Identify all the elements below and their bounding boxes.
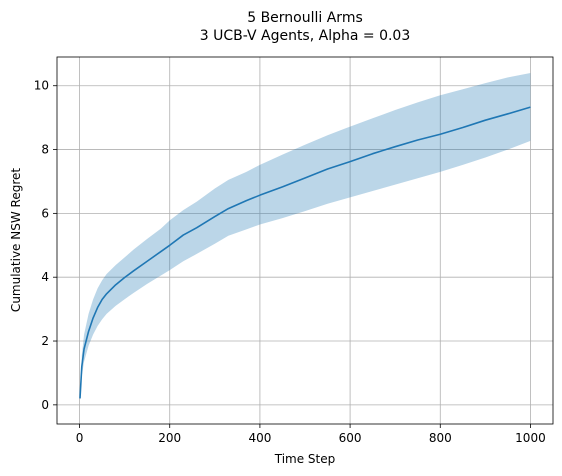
x-tick-label: 600 [339, 431, 362, 445]
y-tick-label: 2 [41, 334, 49, 348]
x-axis-label: Time Step [274, 452, 336, 466]
chart-title: 5 Bernoulli Arms [247, 10, 363, 26]
y-ticks: 0 2 4 6 8 10 [34, 79, 57, 412]
x-tick-label: 200 [158, 431, 181, 445]
y-axis-label: Cumulative NSW Regret [9, 168, 23, 312]
y-tick-label: 10 [34, 79, 49, 93]
x-ticks: 0 200 400 600 800 1000 [76, 424, 546, 445]
confidence-band [80, 72, 531, 401]
x-tick-label: 400 [248, 431, 271, 445]
y-tick-label: 6 [41, 206, 49, 220]
chart-subtitle: 3 UCB-V Agents, Alpha = 0.03 [200, 28, 411, 44]
y-tick-label: 0 [41, 398, 49, 412]
plot-frame [56, 56, 554, 425]
x-tick-label: 0 [76, 431, 84, 445]
grid [57, 57, 553, 424]
y-tick-label: 8 [41, 143, 49, 157]
y-tick-label: 4 [41, 270, 49, 284]
mean-line [79, 106, 531, 399]
x-tick-label: 1000 [515, 431, 546, 445]
x-tick-label: 800 [429, 431, 452, 445]
